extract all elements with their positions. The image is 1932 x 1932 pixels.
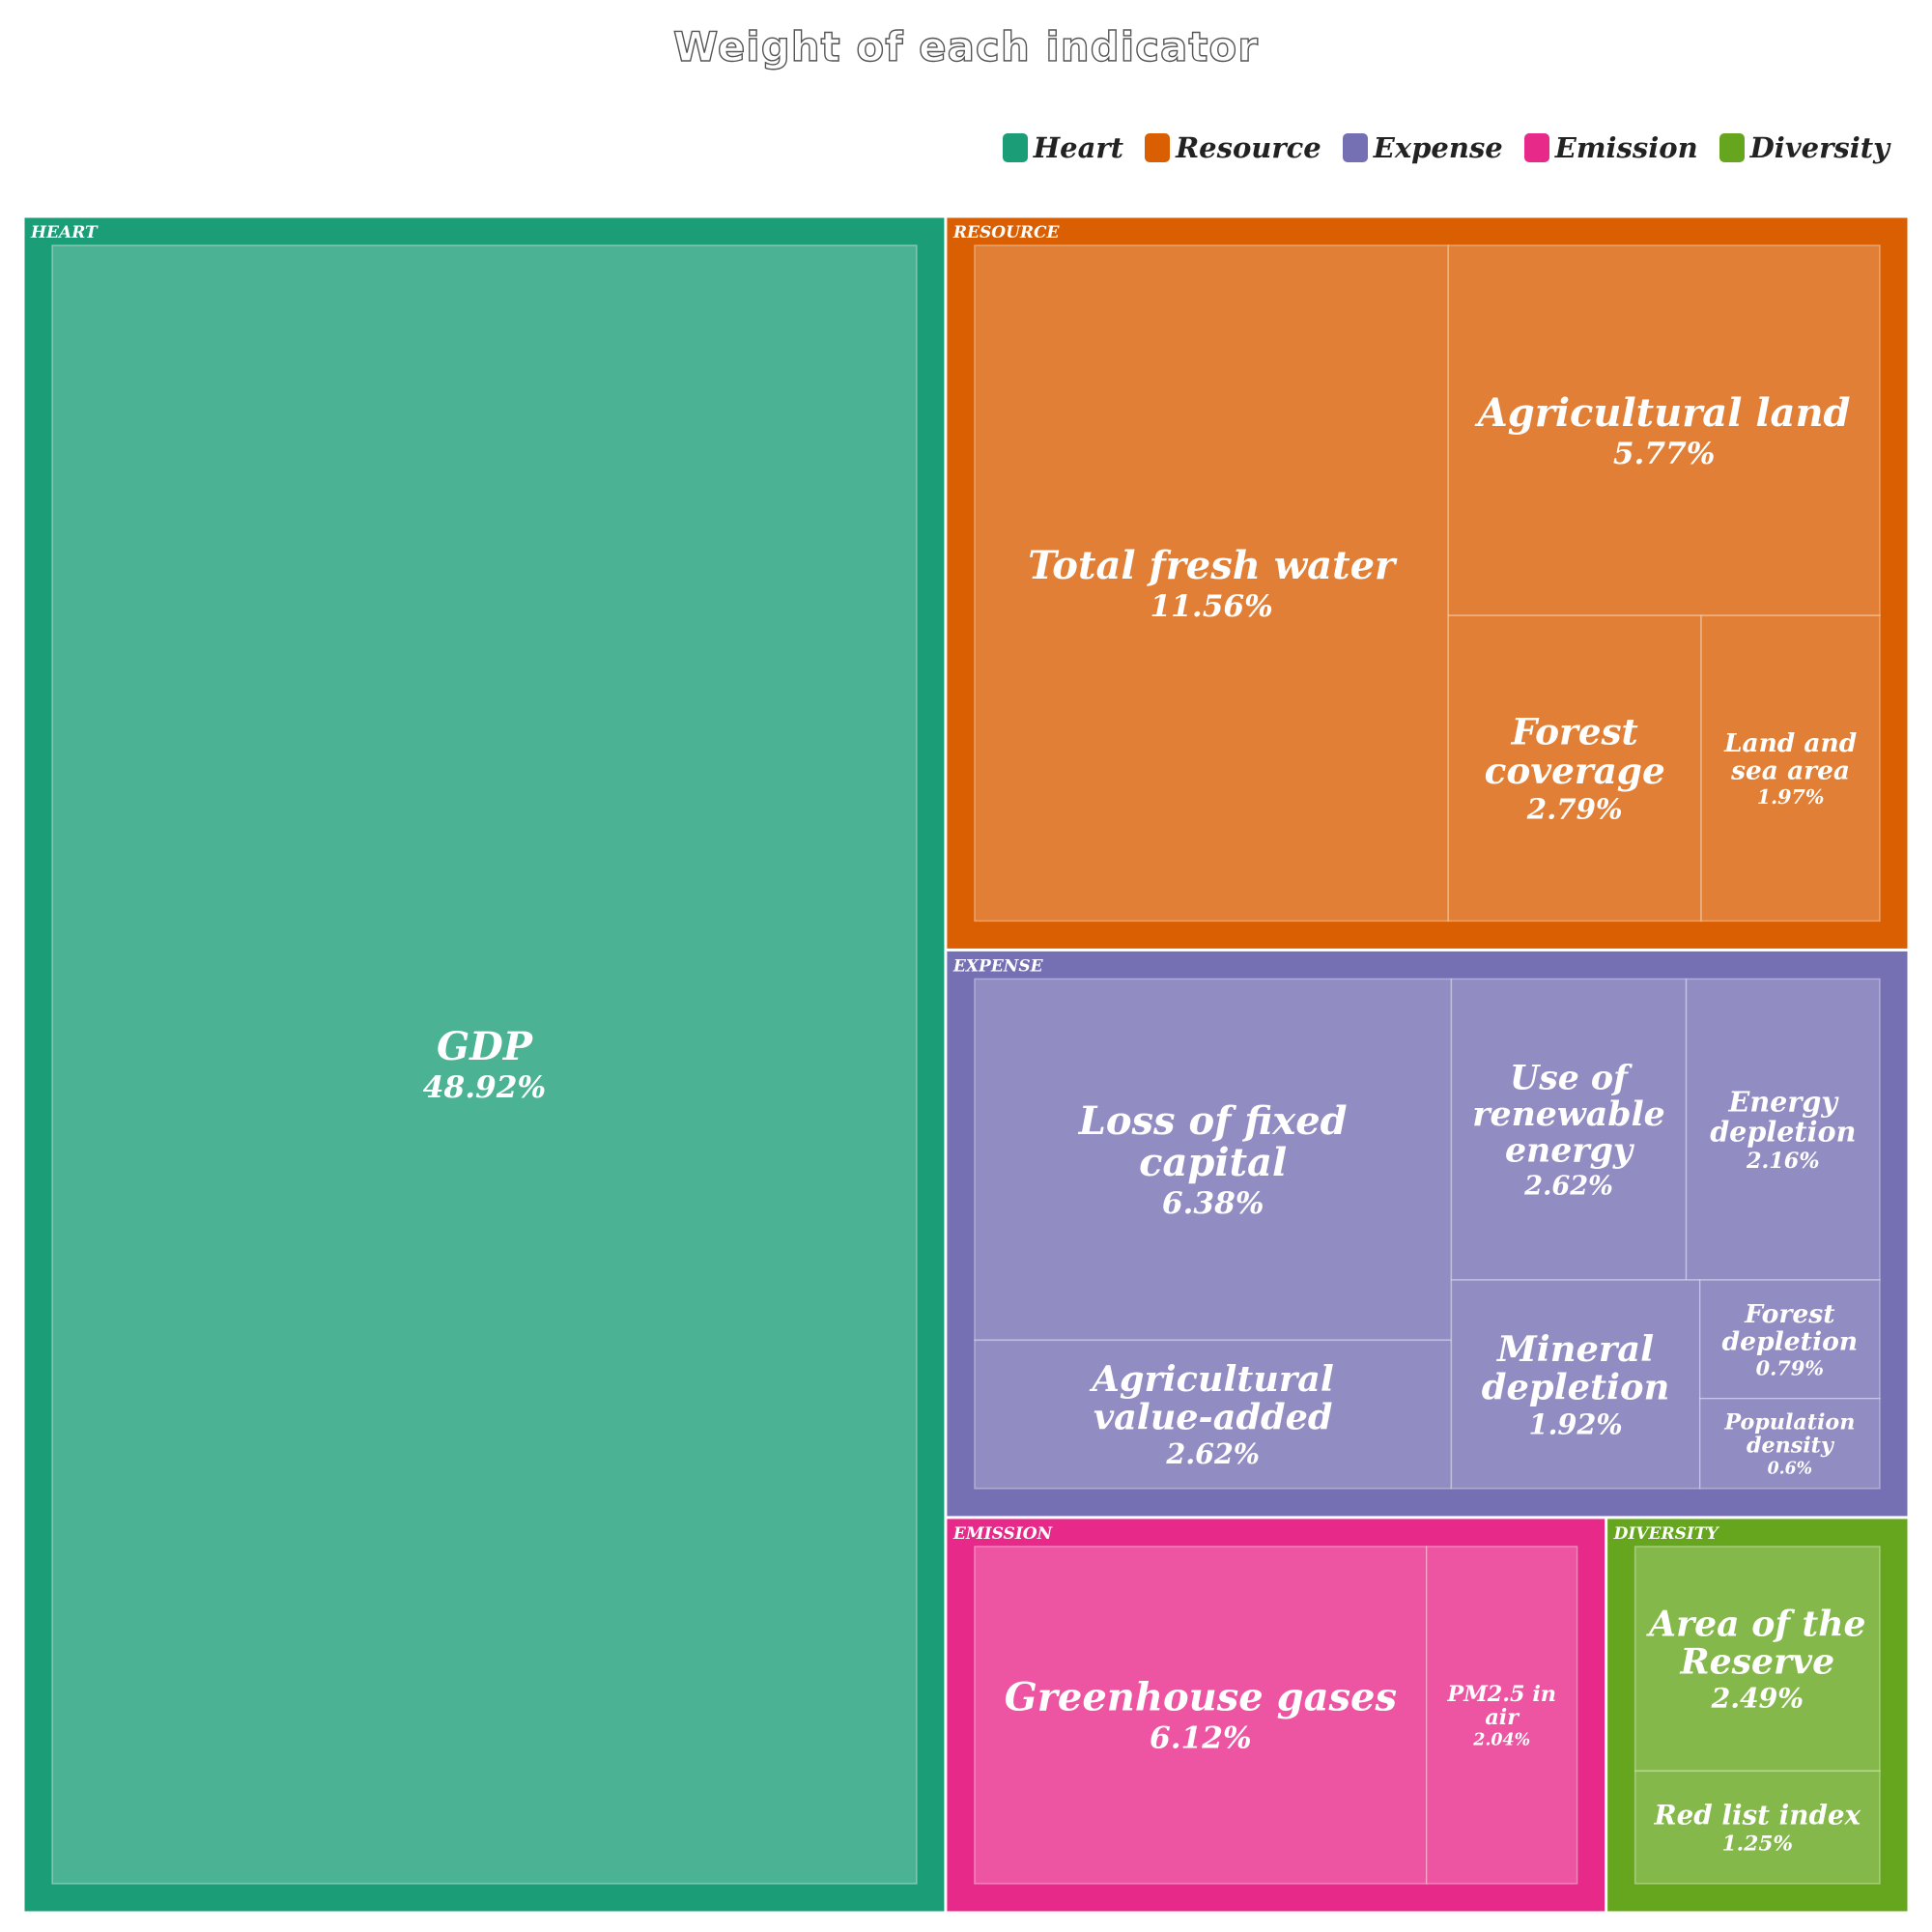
tile-label-land-and-sea-area: Land and sea area [1723, 728, 1857, 786]
tile-label-energy-depletion: Energy depletion [1710, 1085, 1856, 1148]
legend-label-resource: Resource [1176, 131, 1321, 164]
tile-value-greenhouse-gases: 6.12% [1150, 1721, 1252, 1756]
tile-rect-agricultural-value-added [974, 1339, 1453, 1490]
legend-item-emission[interactable]: Emission [1523, 131, 1698, 164]
tile-rect-agricultural-land [1447, 244, 1881, 616]
tile-label-agricultural-land: Agricultural land [1474, 390, 1851, 436]
tile-label-forest-depletion: Forest depletion [1722, 1299, 1859, 1357]
tile-rect-population-density [1698, 1397, 1881, 1490]
legend-swatch-resource [1145, 133, 1171, 162]
tile-value-pm2-5-in-air: 2.04% [1472, 1731, 1530, 1750]
tile-rect-use-of-renewable-energy [1450, 978, 1688, 1281]
tile-rect-greenhouse-gases [974, 1546, 1428, 1885]
tile-rect-pm2-5-in-air [1425, 1546, 1578, 1885]
tile-value-forest-coverage: 2.79% [1526, 793, 1623, 826]
tile-value-area-of-the-reserve: 2.49% [1711, 1683, 1804, 1715]
tile-value-mineral-depletion: 1.92% [1528, 1407, 1622, 1440]
legend: Heart Resource Expense Emission Diversit… [1002, 131, 1889, 164]
legend-label-emission: Emission [1554, 131, 1698, 164]
legend-swatch-diversity [1719, 133, 1745, 162]
legend-label-heart: Heart [1033, 131, 1124, 164]
legend-item-diversity[interactable]: Diversity [1719, 131, 1889, 164]
tile-rect-forest-coverage [1447, 614, 1702, 923]
tile-value-red-list-index: 1.25% [1722, 1832, 1793, 1856]
tile-label-forest-coverage: Forest coverage [1485, 711, 1665, 792]
legend-item-heart[interactable]: Heart [1002, 131, 1124, 164]
tile-rect-red-list-index [1634, 1770, 1881, 1885]
tile-label-pm2-5-in-air: PM2.5 in air [1446, 1682, 1556, 1730]
tile-label-greenhouse-gases: Greenhouse gases [1005, 1675, 1397, 1720]
tile-rect-mineral-depletion [1450, 1279, 1701, 1490]
tile-rect-land-and-sea-area [1700, 614, 1881, 923]
legend-swatch-expense [1342, 133, 1368, 162]
tile-value-forest-depletion: 0.79% [1756, 1356, 1824, 1380]
tile-label-gdp: GDP [437, 1024, 534, 1069]
group-label-resource: RESOURCE [952, 223, 1061, 242]
legend-item-expense[interactable]: Expense [1342, 131, 1503, 164]
legend-label-expense: Expense [1373, 131, 1503, 164]
tile-label-use-of-renewable-energy: Use of renewable energy [1472, 1059, 1664, 1171]
tile-value-agricultural-land: 5.77% [1613, 437, 1716, 471]
tile-value-use-of-renewable-energy: 2.62% [1523, 1172, 1613, 1202]
group-label-heart: HEART [30, 223, 99, 242]
group-label-emission: EMISSION [952, 1524, 1054, 1544]
tile-label-agricultural-value-added: Agricultural value-added [1090, 1358, 1334, 1438]
tile-label-area-of-the-reserve: Area of the Reserve [1646, 1603, 1866, 1682]
chart-title: Weight of each indicator [672, 22, 1259, 71]
tile-label-population-density: Population density [1723, 1410, 1855, 1459]
legend-swatch-emission [1523, 133, 1549, 162]
legend-item-resource[interactable]: Resource [1145, 131, 1321, 164]
tile-label-loss-of-fixed-capital: Loss of fixed capital [1078, 1098, 1348, 1185]
tile-value-agricultural-value-added: 2.62% [1165, 1437, 1260, 1470]
tile-value-population-density: 0.6% [1768, 1459, 1813, 1478]
tile-value-total-fresh-water: 11.56% [1150, 589, 1272, 624]
tile-value-gdp: 48.92% [423, 1070, 546, 1105]
tile-rect-area-of-the-reserve [1634, 1546, 1881, 1773]
tile-value-land-and-sea-area: 1.97% [1757, 785, 1825, 809]
group-label-diversity: DIVERSITY [1613, 1524, 1720, 1544]
tile-value-loss-of-fixed-capital: 6.38% [1162, 1186, 1264, 1221]
tile-label-red-list-index: Red list index [1653, 1799, 1861, 1831]
group-label-expense: EXPENSE [952, 956, 1044, 976]
tile-label-mineral-depletion: Mineral depletion [1482, 1327, 1670, 1408]
tile-value-energy-depletion: 2.16% [1746, 1149, 1820, 1174]
tile-rect-gdp [51, 244, 918, 1885]
tile-rect-energy-depletion [1685, 978, 1881, 1281]
legend-label-diversity: Diversity [1749, 131, 1889, 164]
tile-label-total-fresh-water: Total fresh water [1028, 543, 1398, 588]
tile-rect-loss-of-fixed-capital [974, 978, 1453, 1342]
legend-swatch-heart [1002, 133, 1028, 162]
tile-rect-forest-depletion [1698, 1279, 1881, 1400]
